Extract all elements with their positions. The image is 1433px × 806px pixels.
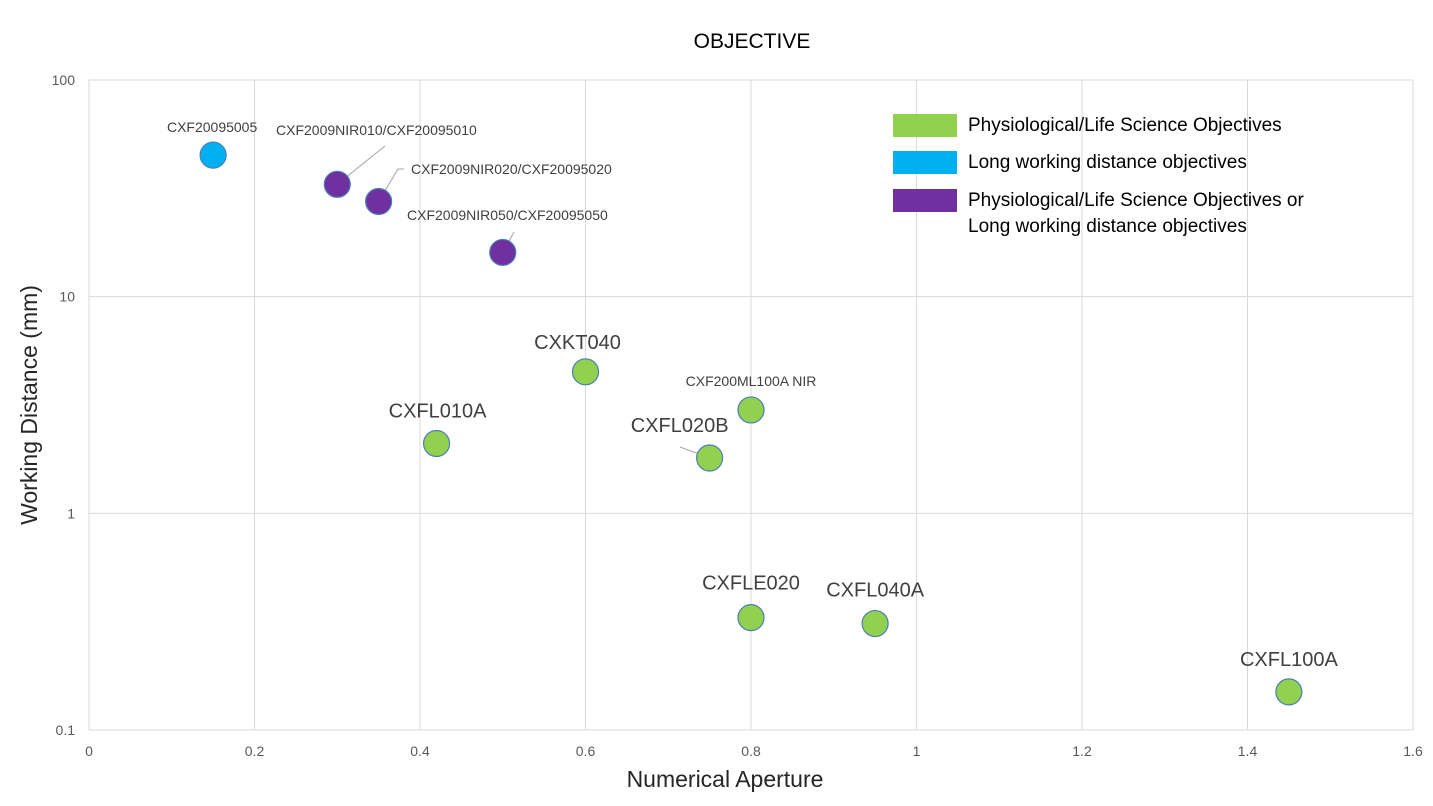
data-label: CXFL040A [826, 580, 924, 602]
x-tick-label: 0.4 [410, 743, 430, 759]
legend-swatch [893, 151, 957, 174]
legend-label: Physiological/Life Science Objectives [968, 115, 1282, 136]
data-point [861, 609, 889, 638]
y-tick-label: 1 [67, 505, 75, 521]
legend-label: Physiological/Life Science Objectives or [968, 190, 1305, 211]
y-tick-label: 0.1 [56, 722, 76, 738]
y-tick-label: 10 [59, 289, 75, 305]
x-tick-label: 0.2 [245, 743, 265, 759]
data-point [489, 238, 517, 267]
data-label: CXF2009NIR050/CXF20095050 [407, 207, 608, 223]
data-point [422, 429, 451, 458]
x-tick-label: 1.2 [1072, 743, 1092, 759]
x-tick-label: 0 [85, 743, 93, 759]
legend-swatch [893, 114, 957, 137]
data-label: CXFLE020 [702, 573, 800, 595]
chart-title: OBJECTIVE [694, 30, 811, 53]
legend-label: Long working distance objectives [968, 152, 1247, 173]
x-tick-label: 1.4 [1238, 743, 1258, 759]
x-axis-label: Numerical Aperture [627, 766, 824, 792]
data-point [199, 141, 227, 169]
legend-swatch [893, 189, 957, 212]
data-label: CXF20095005 [167, 119, 258, 135]
y-tick-label: 100 [52, 72, 76, 88]
data-label: CXF2009NIR010/CXF20095010 [276, 122, 477, 138]
data-label: CXFL010A [389, 401, 487, 423]
data-label: CXF200ML100A NIR [686, 373, 817, 389]
y-axis-label: Working Distance (mm) [16, 285, 42, 525]
data-point [696, 444, 724, 472]
data-point [571, 358, 600, 386]
x-tick-label: 1.6 [1403, 743, 1423, 759]
data-point [1275, 678, 1303, 706]
data-point [737, 396, 765, 424]
x-tick-label: 0.8 [741, 743, 761, 759]
data-label: CXF2009NIR020/CXF20095020 [411, 161, 612, 177]
data-label: CXFL020B [631, 415, 729, 437]
data-point [737, 604, 765, 632]
data-label: CXKT040 [534, 332, 621, 354]
x-tick-label: 1 [913, 743, 921, 759]
x-tick-label: 0.6 [576, 743, 596, 759]
data-label: CXFL100A [1240, 649, 1338, 671]
legend: Physiological/Life Science Objectives Lon… [893, 114, 1305, 237]
legend-label: Long working distance objectives [968, 216, 1247, 237]
data-point [323, 170, 351, 198]
data-point [365, 187, 393, 216]
